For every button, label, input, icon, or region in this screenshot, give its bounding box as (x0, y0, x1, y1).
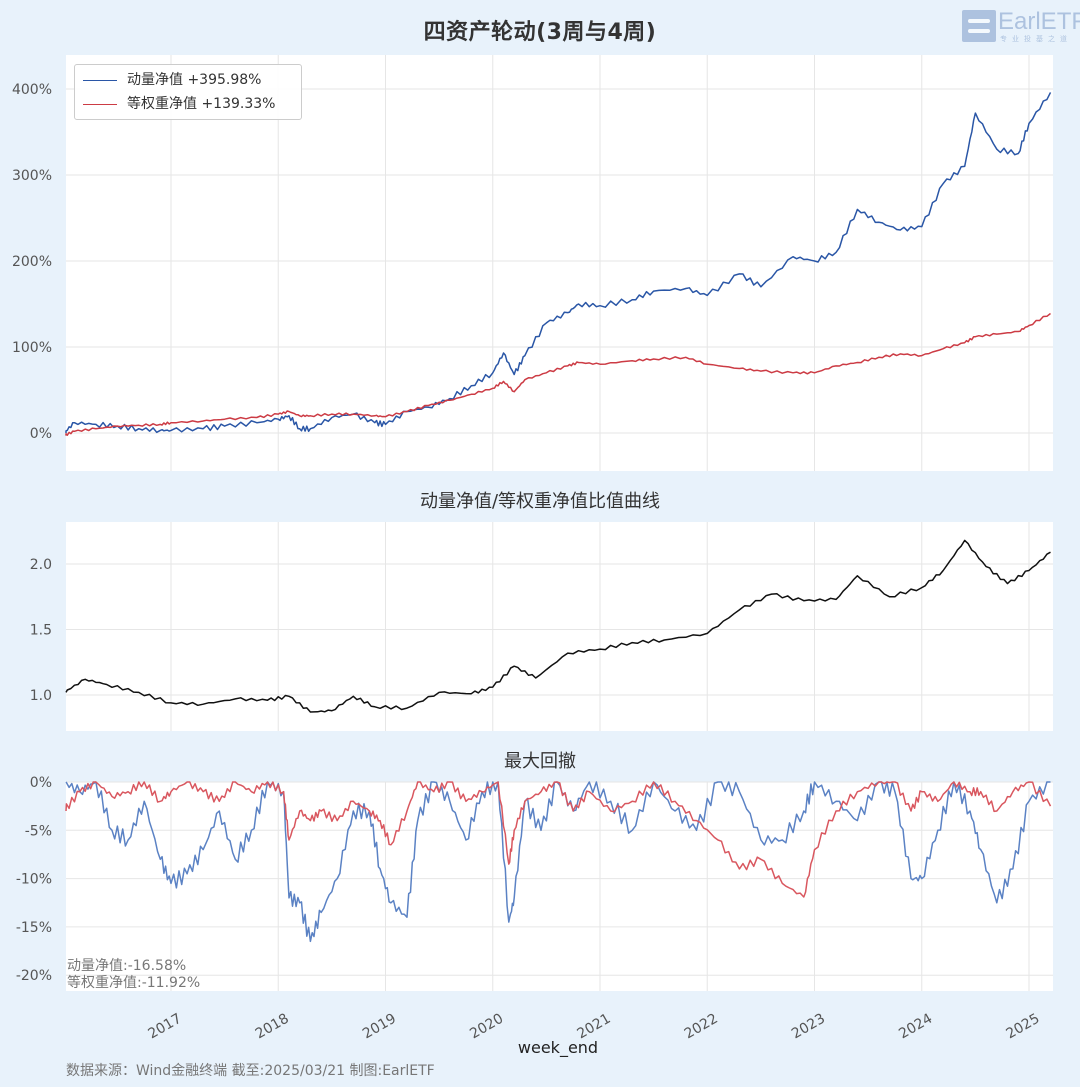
ratio-panel-title: 动量净值/等权重净值比值曲线 (419, 491, 661, 512)
y-tick-label: -5% (25, 823, 52, 839)
legend-label-momentum: 动量净值 +395.98% (127, 72, 262, 88)
nav-panel-plot-area (66, 55, 1053, 471)
y-tick-label: -10% (16, 872, 52, 888)
momentum-line (65, 781, 1051, 943)
y-tick-label: -20% (16, 968, 52, 984)
earletf-logo: EarlETF 专业投基之道 (962, 8, 1080, 44)
ratio-panel-plot-area (66, 522, 1053, 731)
drawdown-annotation-equal-weight: 等权重净值:-11.92% (67, 975, 201, 991)
x-axis-label: week_end (517, 1038, 599, 1057)
y-tick-label: 200% (12, 254, 52, 270)
drawdown-annotation-momentum: 动量净值:-16.58% (67, 958, 187, 974)
logo-text: EarlETF (998, 8, 1080, 35)
series-lines (65, 92, 1052, 943)
momentum-line (65, 92, 1052, 434)
legend-item-momentum: 动量净值 +395.98% (83, 69, 261, 89)
legend-label-equal-weight: 等权重净值 +139.33% (127, 96, 276, 112)
logo-subtitle: 专业投基之道 (1000, 35, 1072, 43)
logo-mark-icon (962, 10, 996, 42)
y-tick-label: 2.0 (30, 557, 52, 573)
legend-item-equal-weight: 等权重净值 +139.33% (83, 93, 275, 113)
legend-swatch-blue-icon (83, 79, 117, 81)
y-tick-label: -15% (16, 920, 52, 936)
y-tick-label: 300% (12, 168, 52, 184)
y-tick-label: 400% (12, 82, 52, 98)
y-tick-label: 0% (30, 775, 52, 791)
legend-swatch-red-icon (83, 103, 117, 105)
y-axis-ticks: 0% 100% 200% 300% 400% 1.0 1.5 2.0 0% -5% -10% -15%… (12, 82, 52, 984)
equal-weight-line (65, 312, 1051, 436)
chart-title: 四资产轮动(3周与4周) (423, 20, 657, 45)
y-tick-label: 0% (30, 426, 52, 442)
y-tick-label: 1.0 (30, 688, 52, 704)
y-tick-label: 100% (12, 340, 52, 356)
ratio-line (65, 539, 1051, 713)
drawdown-panel-title: 最大回撤 (504, 751, 576, 772)
equal-weight-line (65, 781, 1052, 898)
y-tick-label: 1.5 (30, 623, 52, 639)
drawdown-panel-plot-area (66, 782, 1053, 991)
legend: 动量净值 +395.98% 等权重净值 +139.33% (74, 64, 302, 120)
data-source-footer: 数据来源：Wind金融终端 截至:2025/03/21 制图:EarlETF (66, 1063, 435, 1079)
